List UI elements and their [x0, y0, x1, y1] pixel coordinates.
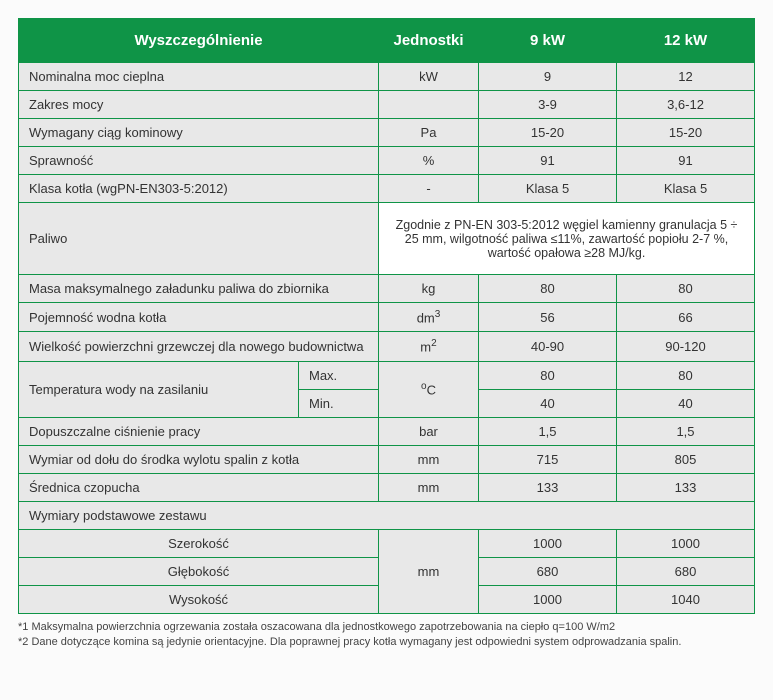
- row-val-a: 91: [479, 147, 617, 175]
- dim-label: Szerokość: [19, 529, 379, 557]
- table-row: Masa maksymalnego załadunku paliwa do zb…: [19, 275, 755, 303]
- row-val-b: Klasa 5: [617, 175, 755, 203]
- row-unit: bar: [379, 417, 479, 445]
- dim-label: Wysokość: [19, 585, 379, 613]
- row-val-b: 680: [617, 557, 755, 585]
- row-val-a: 80: [479, 361, 617, 389]
- header-spec: Wyszczególnienie: [19, 19, 379, 63]
- row-val-a: 40-90: [479, 332, 617, 361]
- row-val-b: 1000: [617, 529, 755, 557]
- row-label: Pojemność wodna kotła: [19, 303, 379, 332]
- row-label: Paliwo: [19, 203, 379, 275]
- row-val-a: 715: [479, 445, 617, 473]
- row-unit: kg: [379, 275, 479, 303]
- row-unit: dm3: [379, 303, 479, 332]
- header-col-a: 9 kW: [479, 19, 617, 63]
- table-row: Pojemność wodna kotła dm3 56 66: [19, 303, 755, 332]
- row-val-a: 40: [479, 389, 617, 417]
- header-unit: Jednostki: [379, 19, 479, 63]
- row-unit: mm: [379, 473, 479, 501]
- table-row: Wymagany ciąg kominowy Pa 15-20 15-20: [19, 119, 755, 147]
- row-label: Temperatura wody na zasilaniu: [19, 361, 299, 417]
- row-val-b: 1040: [617, 585, 755, 613]
- spec-table: Wyszczególnienie Jednostki 9 kW 12 kW No…: [18, 18, 755, 614]
- row-val-b: 80: [617, 361, 755, 389]
- row-unit: kW: [379, 63, 479, 91]
- table-row: Dopuszczalne ciśnienie pracy bar 1,5 1,5: [19, 417, 755, 445]
- row-val-b: 133: [617, 473, 755, 501]
- row-val-b: 90-120: [617, 332, 755, 361]
- footnote-1: *1 Maksymalna powierzchnia ogrzewania zo…: [18, 620, 755, 635]
- section-label: Wymiary podstawowe zestawu: [19, 501, 755, 529]
- row-val-b: 66: [617, 303, 755, 332]
- row-val-a: 680: [479, 557, 617, 585]
- table-row: Wymiar od dołu do środka wylotu spalin z…: [19, 445, 755, 473]
- table-row-fuel: Paliwo Zgodnie z PN-EN 303-5:2012 węgiel…: [19, 203, 755, 275]
- table-header: Wyszczególnienie Jednostki 9 kW 12 kW: [19, 19, 755, 63]
- row-unit: [379, 91, 479, 119]
- row-val-b: 1,5: [617, 417, 755, 445]
- row-label: Wymiar od dołu do środka wylotu spalin z…: [19, 445, 379, 473]
- row-unit: m2: [379, 332, 479, 361]
- row-val-b: 805: [617, 445, 755, 473]
- row-val-a: 133: [479, 473, 617, 501]
- row-label: Dopuszczalne ciśnienie pracy: [19, 417, 379, 445]
- fuel-description: Zgodnie z PN-EN 303-5:2012 węgiel kamien…: [379, 203, 755, 275]
- row-label: Nominalna moc cieplna: [19, 63, 379, 91]
- dim-label: Głębokość: [19, 557, 379, 585]
- row-val-b: 80: [617, 275, 755, 303]
- row-label: Wymagany ciąg kominowy: [19, 119, 379, 147]
- table-row-dim: Szerokość mm 1000 1000: [19, 529, 755, 557]
- table-row: Nominalna moc cieplna kW 9 12: [19, 63, 755, 91]
- row-label: Zakres mocy: [19, 91, 379, 119]
- row-val-a: 56: [479, 303, 617, 332]
- row-val-a: 15-20: [479, 119, 617, 147]
- row-val-a: 1000: [479, 529, 617, 557]
- row-val-b: 12: [617, 63, 755, 91]
- row-val-b: 15-20: [617, 119, 755, 147]
- footnote-2: *2 Dane dotyczące komina są jedynie orie…: [18, 635, 755, 650]
- row-val-b: 91: [617, 147, 755, 175]
- row-val-a: Klasa 5: [479, 175, 617, 203]
- row-unit: Pa: [379, 119, 479, 147]
- table-row: Średnica czopucha mm 133 133: [19, 473, 755, 501]
- row-val-a: 3-9: [479, 91, 617, 119]
- row-label: Sprawność: [19, 147, 379, 175]
- row-sublabel-max: Max.: [299, 361, 379, 389]
- row-val-a: 9: [479, 63, 617, 91]
- dim-unit: mm: [379, 529, 479, 613]
- row-val-b: 40: [617, 389, 755, 417]
- row-unit: %: [379, 147, 479, 175]
- header-col-b: 12 kW: [617, 19, 755, 63]
- row-label: Średnica czopucha: [19, 473, 379, 501]
- row-val-a: 80: [479, 275, 617, 303]
- table-row: Klasa kotła (wgPN-EN303-5:2012) - Klasa …: [19, 175, 755, 203]
- row-val-a: 1,5: [479, 417, 617, 445]
- row-val-a: 1000: [479, 585, 617, 613]
- row-label: Masa maksymalnego załadunku paliwa do zb…: [19, 275, 379, 303]
- row-sublabel-min: Min.: [299, 389, 379, 417]
- footnotes: *1 Maksymalna powierzchnia ogrzewania zo…: [18, 620, 755, 651]
- row-label: Klasa kotła (wgPN-EN303-5:2012): [19, 175, 379, 203]
- row-label: Wielkość powierzchni grzewczej dla noweg…: [19, 332, 379, 361]
- table-row: Wielkość powierzchni grzewczej dla noweg…: [19, 332, 755, 361]
- row-val-b: 3,6-12: [617, 91, 755, 119]
- table-row: Zakres mocy 3-9 3,6-12: [19, 91, 755, 119]
- row-unit: oC: [379, 361, 479, 417]
- row-unit: -: [379, 175, 479, 203]
- table-row: Sprawność % 91 91: [19, 147, 755, 175]
- table-row-temp-max: Temperatura wody na zasilaniu Max. oC 80…: [19, 361, 755, 389]
- dimensions-section-header: Wymiary podstawowe zestawu: [19, 501, 755, 529]
- row-unit: mm: [379, 445, 479, 473]
